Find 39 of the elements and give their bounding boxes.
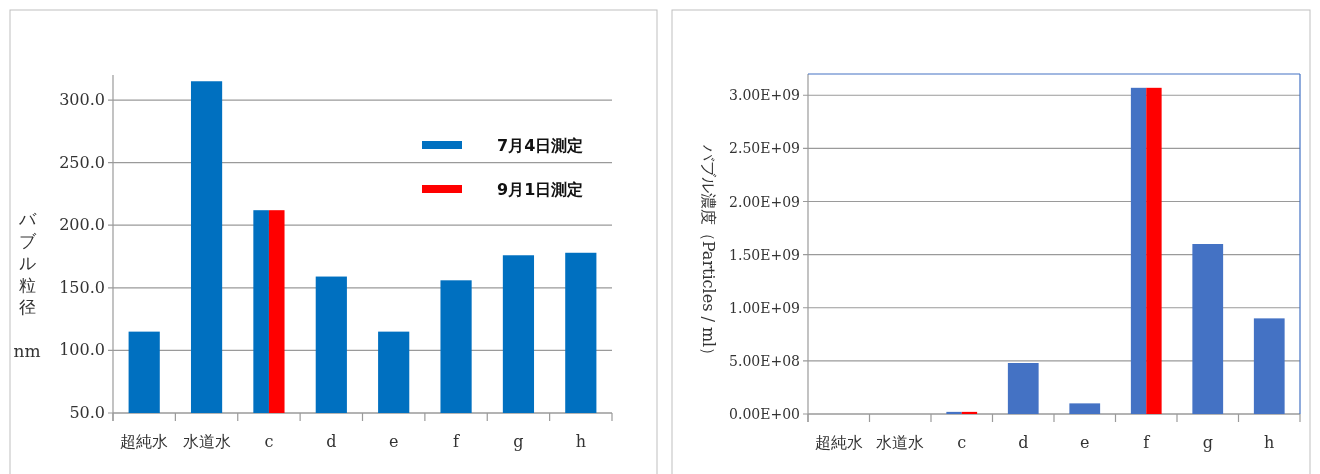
x-tick-label: c [957,433,967,452]
x-tick-label: c [264,432,274,451]
x-tick-label: f [1143,433,1151,452]
x-tick-label: d [326,432,337,451]
bar [1192,244,1224,414]
x-tick-label: 超純水 [120,432,169,451]
bar [1007,363,1039,414]
text: バブル粒径 nm [13,209,41,361]
x-tick-label: 水道水 [876,433,925,452]
y-tick-label: 200.0 [59,215,105,235]
x-tick-label: g [1202,433,1213,452]
y-tick-label: 300.0 [59,90,105,110]
bar [1146,87,1162,414]
legend-label: 7月4日測定 [497,136,584,155]
x-tick-label: h [1264,433,1275,452]
x-tick-label: 超純水 [814,433,863,452]
x-tick-label: g [513,432,524,451]
y-tick-label: 250.0 [59,152,105,172]
bar [1253,318,1285,414]
y-tick-label: 3.00E+09 [729,87,800,104]
x-tick-label: e [1080,433,1090,452]
x-tick-label: d [1018,433,1029,452]
y-tick-label: 150.0 [59,277,105,297]
y-axis-title: バブル濃度（Particles / ml） [699,143,718,364]
x-tick-label: f [453,432,461,451]
y-tick-label: 1.50E+09 [729,246,800,263]
y-tick-label: 5.00E+08 [729,352,800,369]
y-tick-label: 2.00E+09 [729,193,800,210]
x-tick-label: e [388,432,399,451]
x-tick-label: 水道水 [182,432,231,451]
y-tick-label: 0.00E+00 [729,406,800,422]
y-tick-label: 2.50E+09 [729,140,800,157]
y-tick-label: 50.0 [69,403,105,422]
y-tick-label: 1.00E+09 [729,299,800,316]
legend-label: 9月1日測定 [497,180,584,199]
bar [961,411,978,414]
y-tick-label: 100.0 [59,340,105,360]
bar [1069,403,1101,414]
x-tick-label: h [575,432,586,451]
